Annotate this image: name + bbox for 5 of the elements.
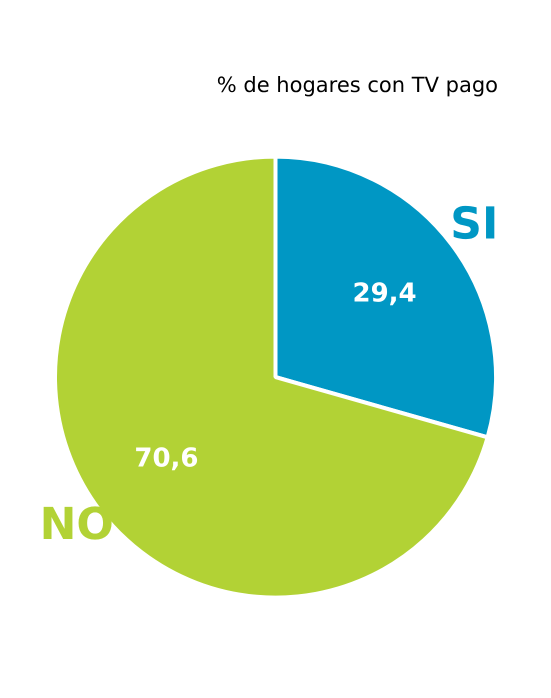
slice-label: SI <box>450 198 498 250</box>
slice-label: NO <box>40 498 114 550</box>
data-label: 70,6 <box>134 443 199 474</box>
chart-title: % de hogares con TV pago <box>216 73 498 98</box>
data-label: 29,4 <box>352 278 417 308</box>
